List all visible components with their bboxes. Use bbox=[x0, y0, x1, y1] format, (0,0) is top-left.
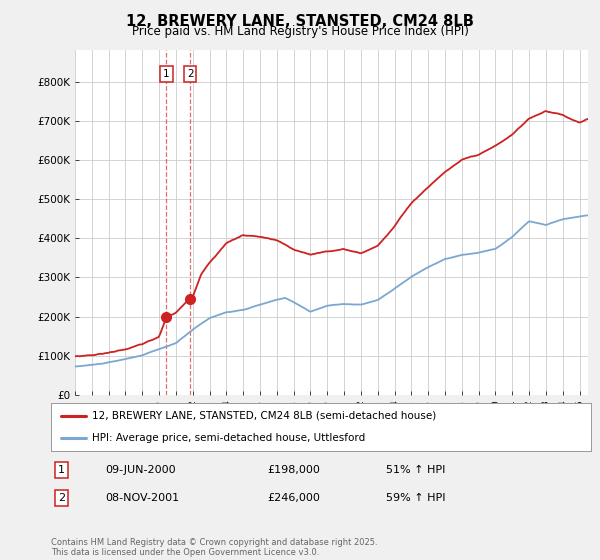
Text: 51% ↑ HPI: 51% ↑ HPI bbox=[386, 465, 445, 475]
Text: 1: 1 bbox=[163, 69, 170, 79]
Text: £246,000: £246,000 bbox=[267, 493, 320, 503]
Text: 59% ↑ HPI: 59% ↑ HPI bbox=[386, 493, 445, 503]
Text: £198,000: £198,000 bbox=[267, 465, 320, 475]
Text: 1: 1 bbox=[58, 465, 65, 475]
Text: 08-NOV-2001: 08-NOV-2001 bbox=[105, 493, 179, 503]
Text: 2: 2 bbox=[58, 493, 65, 503]
Text: Contains HM Land Registry data © Crown copyright and database right 2025.
This d: Contains HM Land Registry data © Crown c… bbox=[51, 538, 377, 557]
Text: 12, BREWERY LANE, STANSTED, CM24 8LB (semi-detached house): 12, BREWERY LANE, STANSTED, CM24 8LB (se… bbox=[91, 410, 436, 421]
Text: 2: 2 bbox=[187, 69, 194, 79]
Text: 12, BREWERY LANE, STANSTED, CM24 8LB: 12, BREWERY LANE, STANSTED, CM24 8LB bbox=[126, 14, 474, 29]
Text: 09-JUN-2000: 09-JUN-2000 bbox=[105, 465, 176, 475]
Text: Price paid vs. HM Land Registry's House Price Index (HPI): Price paid vs. HM Land Registry's House … bbox=[131, 25, 469, 38]
Text: HPI: Average price, semi-detached house, Uttlesford: HPI: Average price, semi-detached house,… bbox=[91, 433, 365, 444]
